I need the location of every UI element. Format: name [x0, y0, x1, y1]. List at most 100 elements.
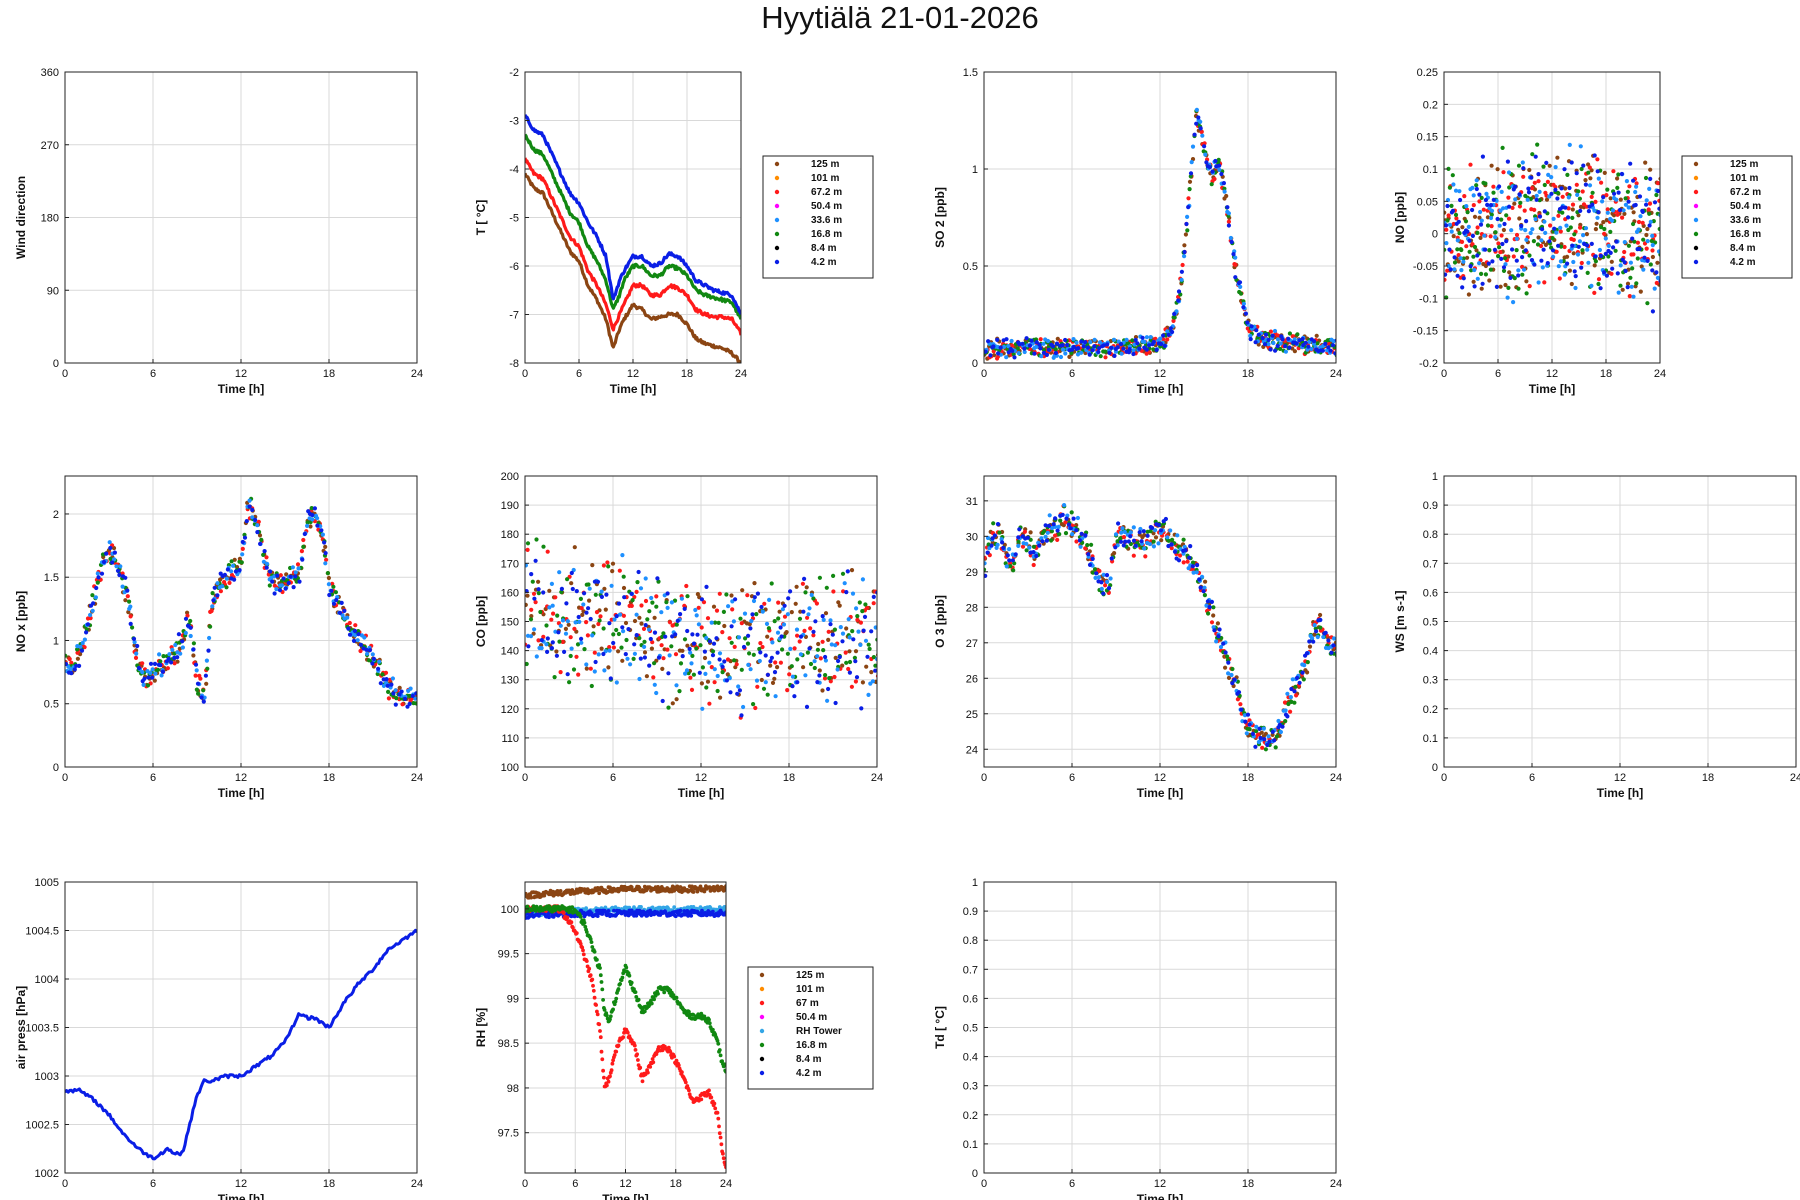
data-point — [574, 654, 579, 659]
data-point — [1631, 210, 1636, 215]
data-point — [1130, 338, 1135, 343]
data-point — [268, 569, 273, 574]
data-point — [1643, 175, 1649, 181]
data-point — [1182, 254, 1187, 259]
data-point — [1120, 526, 1125, 531]
data-point — [1275, 337, 1281, 342]
data-point — [1148, 529, 1153, 534]
x-tick-label: 0 — [1441, 772, 1447, 784]
data-point — [616, 649, 621, 654]
data-point — [1648, 219, 1653, 224]
data-point — [1300, 670, 1305, 675]
data-point — [1055, 537, 1060, 543]
data-point — [1529, 186, 1535, 191]
data-point — [1531, 239, 1536, 244]
data-point — [1615, 176, 1620, 181]
data-point — [803, 673, 808, 678]
data-point — [1271, 340, 1276, 346]
data-point — [776, 616, 781, 621]
series-line-series-0 — [65, 928, 417, 1161]
data-point — [385, 683, 390, 688]
data-point — [871, 601, 876, 606]
data-point — [529, 607, 534, 612]
data-point — [614, 614, 619, 619]
data-point — [698, 884, 703, 889]
data-point — [134, 651, 139, 656]
data-point — [710, 653, 716, 658]
data-point — [1270, 732, 1275, 738]
data-point — [765, 672, 771, 677]
data-point — [758, 641, 763, 646]
data-point — [65, 661, 69, 667]
data-point — [326, 582, 331, 587]
data-point — [837, 603, 842, 608]
data-point — [1453, 188, 1459, 193]
data-point — [1603, 236, 1608, 241]
data-point — [1053, 533, 1058, 538]
data-point — [1045, 338, 1051, 344]
data-point — [1623, 196, 1628, 201]
data-point — [705, 679, 711, 684]
data-point — [1603, 251, 1608, 256]
data-point — [1105, 342, 1110, 347]
data-point — [1243, 311, 1248, 316]
data-point — [1488, 267, 1493, 272]
data-point — [1575, 252, 1581, 257]
data-point — [65, 653, 68, 658]
data-point — [1318, 617, 1323, 623]
legend-entry: 67.2 m — [1730, 187, 1761, 198]
data-point — [625, 1030, 630, 1035]
y-tick-label: 0.2 — [1423, 704, 1438, 716]
data-point — [1549, 191, 1554, 196]
data-point — [1179, 277, 1184, 282]
data-point — [1500, 241, 1505, 247]
data-point — [871, 594, 876, 600]
data-point — [1165, 337, 1170, 342]
y-tick-label: 0 — [53, 762, 59, 774]
data-point — [1171, 318, 1176, 323]
data-point — [1159, 341, 1164, 347]
data-point — [720, 670, 725, 675]
data-point — [1507, 204, 1512, 209]
data-point — [669, 600, 675, 605]
data-point — [638, 1065, 643, 1070]
data-point — [95, 580, 100, 585]
data-point — [1131, 525, 1136, 530]
y-tick-label: 0.5 — [963, 261, 978, 273]
data-point — [721, 609, 727, 615]
data-point — [1116, 521, 1121, 526]
data-point — [684, 583, 689, 589]
data-point — [1273, 348, 1278, 353]
data-point — [323, 551, 328, 556]
data-point — [1118, 536, 1123, 541]
y-tick-label: 0.2 — [1423, 99, 1438, 111]
data-point — [1596, 281, 1601, 287]
data-point — [830, 632, 835, 637]
data-point — [763, 680, 768, 685]
data-point — [549, 617, 554, 622]
data-point — [1249, 324, 1254, 329]
data-point — [1545, 261, 1550, 266]
data-point — [637, 636, 642, 641]
data-point — [1616, 290, 1621, 295]
x-tick-label: 12 — [235, 1178, 247, 1190]
data-point — [1510, 205, 1515, 210]
data-point — [1169, 546, 1174, 551]
data-point — [1608, 229, 1613, 234]
data-point — [337, 610, 343, 615]
data-point — [656, 579, 661, 584]
data-point — [1283, 719, 1288, 724]
data-point — [650, 600, 655, 605]
y-tick-label: 120 — [501, 704, 519, 716]
data-point — [772, 619, 777, 624]
data-point — [1293, 684, 1298, 689]
data-point — [1022, 346, 1027, 351]
data-point — [1008, 564, 1013, 569]
data-point — [206, 648, 211, 653]
data-point — [1207, 165, 1212, 170]
x-tick-label: 6 — [1529, 772, 1535, 784]
data-point — [754, 612, 759, 617]
data-point — [1232, 677, 1237, 682]
y-tick-label: 1005 — [35, 877, 59, 889]
data-point — [108, 545, 113, 551]
